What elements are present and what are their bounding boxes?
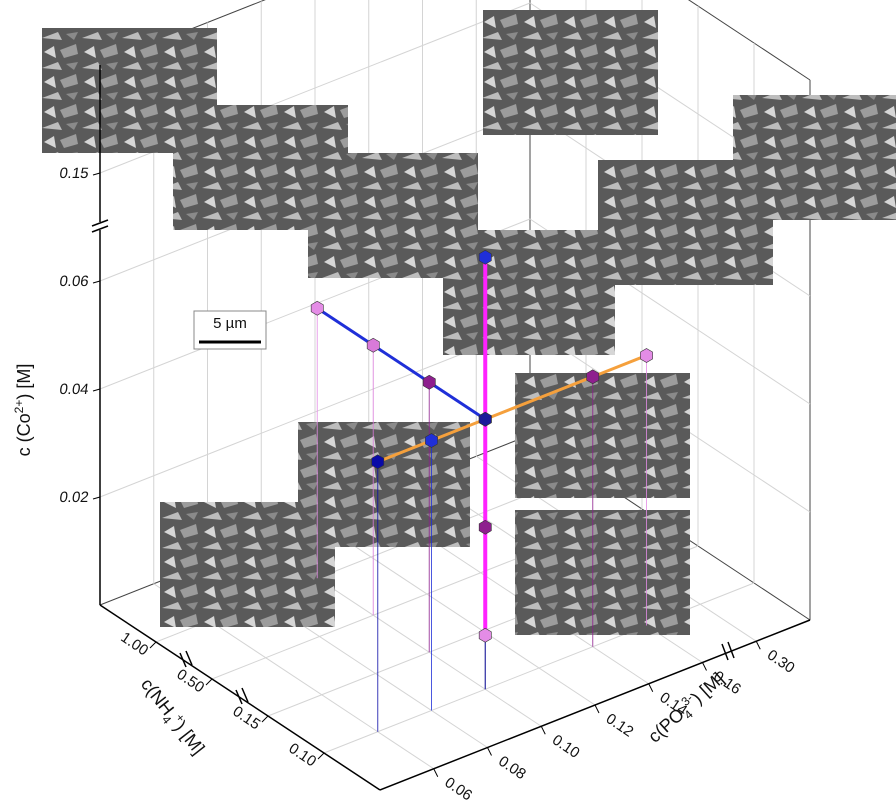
z-tick <box>93 389 100 391</box>
z-axis-title-part: c (Co <box>14 413 34 456</box>
sem-image <box>515 373 690 498</box>
point <box>423 375 435 389</box>
z-tick-label: 0.15 <box>58 165 90 182</box>
y-tick-label: 0.10 <box>549 731 583 761</box>
sem-image <box>515 510 690 635</box>
y-tick <box>434 769 438 777</box>
scale-bar-label: 5 µm <box>213 315 247 332</box>
x-tick-label: 0.50 <box>174 666 208 696</box>
y-tick-label: 0.08 <box>495 753 529 783</box>
z-tick <box>93 173 100 175</box>
z-axis-title-sup: 2+ <box>12 400 26 414</box>
x-tick-label: 0.10 <box>286 740 320 770</box>
sem-image <box>443 230 615 355</box>
y-axis-title: c(PO43-) [M] <box>643 667 731 749</box>
chart: 0.100.150.501.000.060.080.100.120.140.16… <box>0 0 896 804</box>
y-tick <box>703 663 707 671</box>
y-tick <box>541 726 545 734</box>
x-tick-label: 1.00 <box>118 629 152 659</box>
z-axis-title-part: ) [M] <box>14 364 34 400</box>
x-tick-label: 0.15 <box>230 703 264 733</box>
y-tick <box>488 748 492 756</box>
point <box>479 412 491 426</box>
y-tick-label: 0.12 <box>603 710 637 740</box>
z-tick <box>93 497 100 499</box>
z-tick-label: 0.04 <box>58 381 90 398</box>
y-tick-label: 0.30 <box>764 646 798 676</box>
sem-images <box>42 10 896 635</box>
y-tick <box>756 641 760 649</box>
point <box>311 301 323 315</box>
x-axis-title-part: c(NH <box>137 674 178 719</box>
y-tick <box>649 684 653 692</box>
z-axis-title: c (Co2+) [M] <box>12 364 34 457</box>
point <box>479 628 491 642</box>
y-tick <box>595 705 599 713</box>
sem-image <box>160 502 335 627</box>
sem-image <box>483 10 658 135</box>
y-tick-label: 0.06 <box>442 774 476 804</box>
z-tick <box>93 281 100 283</box>
sem-image <box>598 160 773 285</box>
z-tick-label: 0.06 <box>58 273 90 290</box>
z-tick-label: 0.02 <box>58 489 90 506</box>
scale-bar: 5 µm <box>194 311 266 349</box>
